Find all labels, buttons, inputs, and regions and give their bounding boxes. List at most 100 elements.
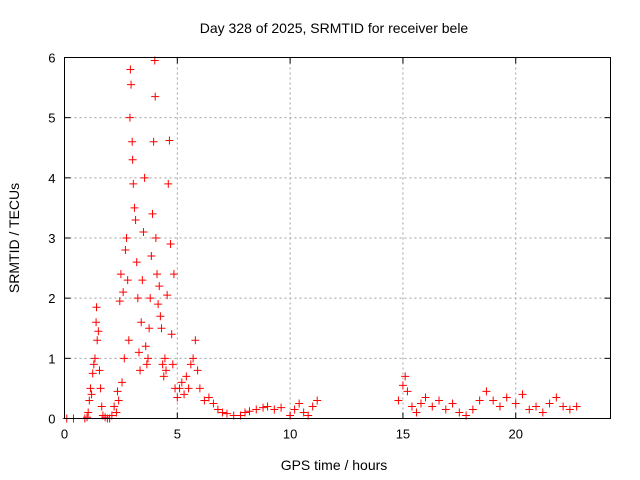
y-tick-label: 3 bbox=[48, 231, 55, 246]
y-axis-label: SRMTID / TECUs bbox=[6, 183, 22, 293]
data-point bbox=[468, 405, 477, 414]
data-point bbox=[518, 390, 527, 399]
data-point bbox=[151, 92, 160, 101]
x-tick-label: 20 bbox=[509, 427, 523, 442]
data-point bbox=[84, 408, 93, 417]
data-point bbox=[416, 399, 425, 408]
data-point bbox=[96, 384, 105, 393]
data-point bbox=[130, 203, 139, 212]
data-point bbox=[83, 413, 92, 422]
data-point bbox=[173, 393, 182, 402]
data-point bbox=[193, 366, 202, 375]
data-point bbox=[125, 113, 134, 122]
data-point bbox=[200, 396, 209, 405]
x-tick-label: 15 bbox=[396, 427, 410, 442]
data-point bbox=[162, 366, 171, 375]
data-point bbox=[403, 387, 412, 396]
data-point bbox=[168, 360, 177, 369]
data-point bbox=[137, 318, 146, 327]
data-point bbox=[475, 396, 484, 405]
data-point bbox=[572, 402, 581, 411]
data-point bbox=[394, 396, 403, 405]
data-point bbox=[93, 336, 102, 345]
data-point bbox=[421, 393, 430, 402]
data-point bbox=[502, 393, 511, 402]
data-point bbox=[86, 384, 95, 393]
data-point bbox=[114, 396, 123, 405]
data-point bbox=[118, 378, 127, 387]
data-point bbox=[240, 408, 249, 417]
data-point bbox=[545, 399, 554, 408]
data-point bbox=[191, 336, 200, 345]
data-point bbox=[101, 413, 110, 422]
data-point bbox=[511, 399, 520, 408]
data-point bbox=[299, 408, 308, 417]
data-point bbox=[136, 366, 145, 375]
data-point bbox=[143, 354, 152, 363]
data-point bbox=[134, 348, 143, 357]
chart-title: Day 328 of 2025, SRMTID for receiver bel… bbox=[200, 20, 469, 36]
data-point bbox=[149, 137, 158, 146]
data-point bbox=[277, 403, 286, 412]
data-point bbox=[313, 396, 322, 405]
data-point bbox=[154, 300, 163, 309]
data-point bbox=[120, 354, 129, 363]
data-point bbox=[204, 393, 213, 402]
data-point bbox=[538, 408, 547, 417]
data-point bbox=[525, 405, 534, 414]
data-point bbox=[97, 402, 106, 411]
data-point bbox=[129, 179, 138, 188]
data-point bbox=[142, 360, 151, 369]
data-point bbox=[164, 179, 173, 188]
y-tick-label: 5 bbox=[48, 111, 55, 126]
data-point bbox=[189, 354, 198, 363]
data-point bbox=[482, 387, 491, 396]
data-point bbox=[295, 399, 304, 408]
data-point bbox=[552, 393, 561, 402]
data-point bbox=[155, 282, 164, 291]
data-point bbox=[158, 360, 167, 369]
y-tick-label: 4 bbox=[48, 171, 55, 186]
data-point bbox=[92, 318, 101, 327]
data-point bbox=[259, 403, 268, 412]
data-point bbox=[532, 402, 541, 411]
data-point bbox=[398, 381, 407, 390]
data-point bbox=[87, 390, 96, 399]
x-axis-label: GPS time / hours bbox=[281, 457, 388, 473]
y-tick-label: 1 bbox=[48, 351, 55, 366]
data-point bbox=[92, 303, 101, 312]
data-point bbox=[147, 252, 156, 261]
data-point bbox=[177, 378, 186, 387]
plot-frame bbox=[64, 57, 611, 419]
data-point bbox=[290, 405, 299, 414]
data-point bbox=[428, 402, 437, 411]
data-point bbox=[195, 384, 204, 393]
data-point bbox=[559, 402, 568, 411]
y-tick-label: 0 bbox=[48, 412, 55, 427]
data-point bbox=[495, 402, 504, 411]
data-point bbox=[148, 209, 157, 218]
data-point bbox=[122, 234, 131, 242]
data-point bbox=[140, 173, 149, 182]
y-tick-label: 2 bbox=[48, 291, 55, 306]
data-point bbox=[157, 324, 166, 333]
data-point bbox=[128, 155, 137, 164]
data-point bbox=[128, 137, 137, 146]
data-point bbox=[121, 246, 130, 255]
x-tick-label: 5 bbox=[174, 427, 181, 442]
data-point bbox=[180, 390, 189, 399]
data-point bbox=[308, 402, 317, 411]
data-point bbox=[113, 387, 122, 396]
data-point bbox=[139, 227, 148, 236]
data-point bbox=[89, 360, 98, 369]
x-tick-labels: 0 5 10 15 20 bbox=[61, 427, 523, 442]
data-point bbox=[412, 408, 421, 417]
data-point bbox=[435, 396, 444, 405]
data-point bbox=[110, 402, 119, 411]
data-point bbox=[218, 408, 227, 417]
data-point bbox=[85, 396, 94, 405]
data-point bbox=[119, 288, 128, 297]
data-point bbox=[133, 294, 142, 303]
data-point bbox=[95, 366, 104, 375]
